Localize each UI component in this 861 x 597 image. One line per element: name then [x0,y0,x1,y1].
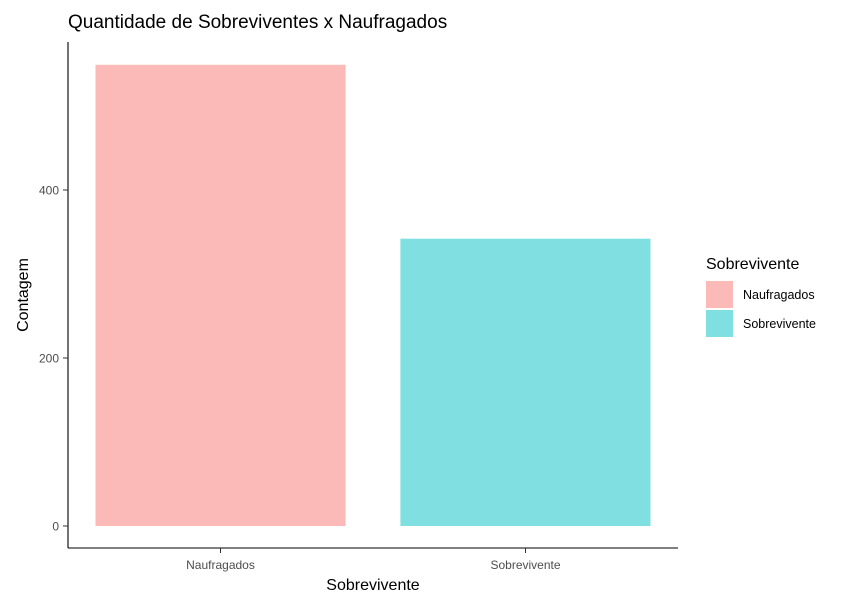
chart-title: Quantidade de Sobreviventes x Naufragado… [68,12,447,33]
bars-group [95,64,651,527]
bar-sobrevivente [400,238,651,526]
y-tick-label: 200 [39,352,59,366]
bar-naufragados [95,64,346,527]
y-ticks-group: 0 200 400 [39,184,68,534]
y-tick-label: 400 [39,184,59,198]
x-ticks-group: Naufragados Sobrevivente [186,548,561,572]
legend: Sobrevivente Naufragados Sobrevivente [706,256,816,337]
x-tick-label: Naufragados [186,558,255,572]
y-axis-title: Contagem [15,258,32,332]
y-tick-label: 0 [52,520,59,534]
legend-swatch-sobrevivente [706,310,733,337]
x-tick-label: Sobrevivente [490,558,560,572]
legend-label-sobrevivente: Sobrevivente [743,317,816,331]
x-axis-title: Sobrevivente [326,577,419,594]
legend-items-group: Naufragados Sobrevivente [706,281,816,337]
legend-title: Sobrevivente [706,256,799,273]
legend-swatch-naufragados [706,281,733,308]
legend-label-naufragados: Naufragados [743,288,815,302]
